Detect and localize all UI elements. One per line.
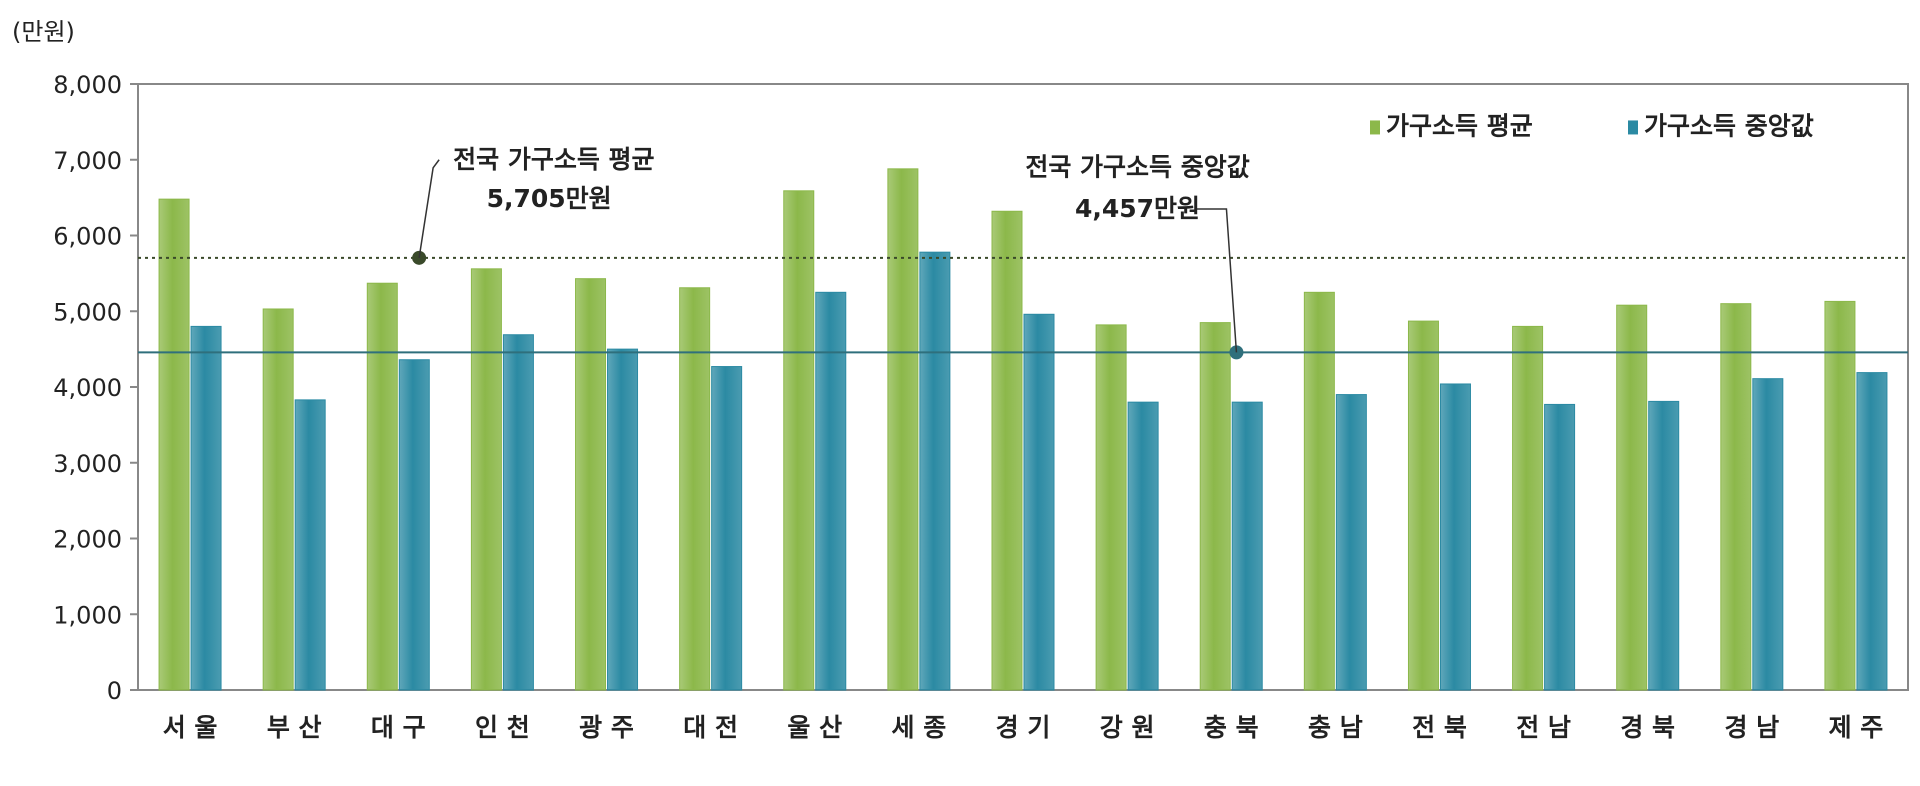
- annotation-leader: [1196, 208, 1238, 353]
- bar-median: [711, 366, 743, 691]
- bar-mean: [1616, 304, 1648, 691]
- bar-mean: [1720, 303, 1752, 691]
- legend-label: 가구소득 평균: [1386, 111, 1533, 140]
- x-category-label: 전 남: [1516, 713, 1571, 742]
- y-tick-label: 5,000: [53, 298, 122, 326]
- bar-mean: [991, 210, 1023, 691]
- x-category-label: 충 남: [1308, 713, 1363, 742]
- bar-median: [1231, 401, 1263, 691]
- legend: 가구소득 평균 가구소득 중앙값: [1370, 111, 1814, 140]
- bar-median: [1856, 372, 1888, 691]
- x-category-label: 대 전: [683, 713, 738, 742]
- x-category-label: 경 남: [1724, 713, 1779, 742]
- bar-median: [398, 359, 430, 691]
- y-tick-label: 1,000: [53, 601, 122, 629]
- x-category-label: 충 북: [1204, 713, 1259, 742]
- x-category-label: 강 원: [1100, 713, 1155, 742]
- bar-mean: [1407, 320, 1439, 691]
- y-axis-ticks: 0 1,000 2,000 3,000 4,000 5,000 6,000 7,000 8,00…: [53, 71, 138, 705]
- x-category-label: 제 주: [1829, 713, 1884, 742]
- bar-mean: [158, 198, 190, 691]
- bar-median: [294, 399, 326, 691]
- y-tick-label: 4,000: [53, 374, 122, 402]
- bar-median: [607, 348, 639, 691]
- y-tick-label: 0: [107, 677, 122, 705]
- bar-median: [919, 251, 951, 691]
- bar-median: [1752, 378, 1784, 691]
- bar-median: [1544, 403, 1576, 691]
- x-category-label: 광 주: [579, 713, 634, 742]
- x-category-label: 울 산: [787, 713, 842, 742]
- legend-swatch: [1628, 120, 1638, 135]
- annotation-median-title: 전국 가구소득 중앙값: [1025, 152, 1249, 181]
- x-category-label: 인 천: [475, 713, 530, 742]
- bar-mean: [1303, 291, 1335, 691]
- bar-median: [1023, 313, 1055, 691]
- x-category-label: 경 기: [996, 713, 1051, 742]
- bar-median: [1648, 400, 1680, 691]
- bar-mean: [679, 287, 711, 691]
- bar-mean: [262, 308, 294, 691]
- x-category-label: 경 북: [1620, 713, 1675, 742]
- y-tick-label: 2,000: [53, 526, 122, 554]
- x-category-label: 전 북: [1412, 713, 1467, 742]
- x-category-label: 대 구: [371, 713, 426, 742]
- bar-median: [190, 325, 222, 691]
- x-category-label: 세 종: [892, 713, 947, 742]
- y-tick-label: 6,000: [53, 223, 122, 251]
- bar-mean: [1095, 324, 1127, 691]
- y-tick-label: 7,000: [53, 147, 122, 175]
- bar-mean: [887, 168, 919, 691]
- bar-mean: [783, 190, 815, 691]
- bar-median: [1127, 401, 1159, 691]
- bar-mean: [1199, 322, 1231, 691]
- annotation-leader: [418, 159, 440, 258]
- y-tick-label: 8,000: [53, 71, 122, 99]
- y-tick-label: 3,000: [53, 450, 122, 478]
- y-axis-unit-label: (만원): [12, 18, 75, 46]
- bar-median: [1335, 394, 1367, 691]
- bar-mean: [575, 278, 607, 691]
- bar-mean: [366, 282, 398, 691]
- legend-swatch: [1370, 120, 1380, 135]
- bar-median: [815, 291, 847, 691]
- bar-mean: [1512, 325, 1544, 691]
- bar-mean: [1824, 300, 1856, 691]
- x-category-label: 서 울: [163, 713, 218, 742]
- plot-frame: [137, 83, 1909, 691]
- bars: [158, 168, 1888, 691]
- reference-lines: 전국 가구소득 평균 5,705만원 전국 가구소득 중앙값 4,457만원: [138, 145, 1908, 360]
- x-category-label: 부 산: [267, 713, 322, 742]
- legend-label: 가구소득 중앙값: [1644, 111, 1814, 140]
- annotation-mean-value: 5,705만원: [487, 184, 612, 213]
- bar-mean: [470, 268, 502, 691]
- bar-median: [1439, 383, 1471, 691]
- bar-median: [502, 334, 534, 691]
- annotation-median-value: 4,457만원: [1075, 194, 1200, 223]
- annotation-mean-title: 전국 가구소득 평균: [453, 145, 654, 174]
